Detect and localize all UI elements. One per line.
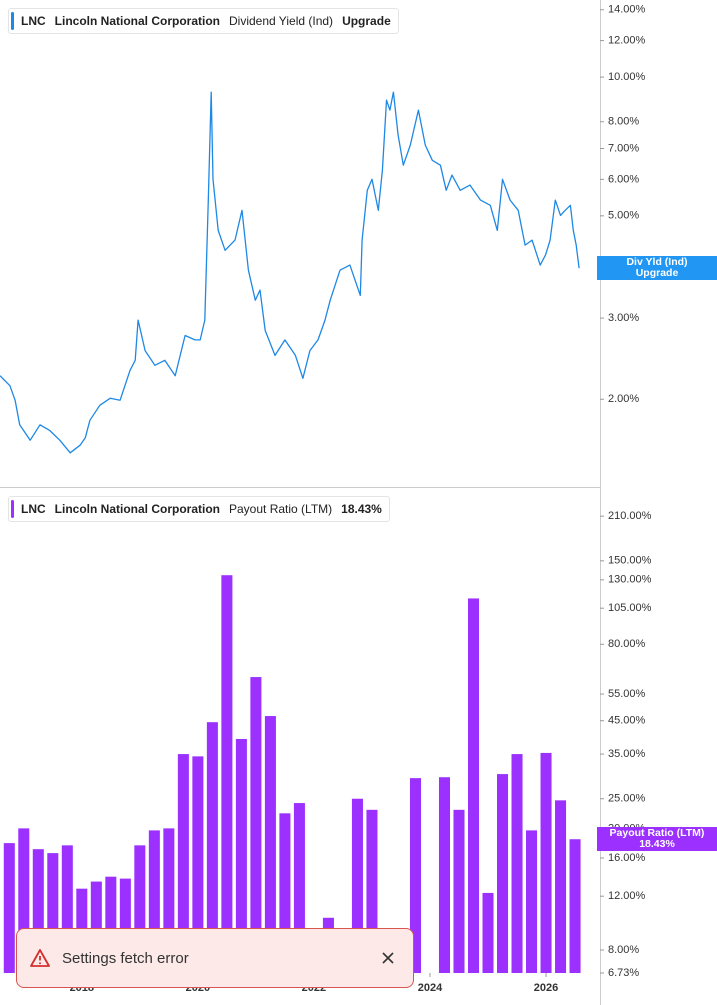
- y-tick-label: 45.00%: [608, 715, 646, 727]
- axis-tag-badge: 18.43%: [639, 838, 675, 851]
- bar: [235, 739, 247, 973]
- bar: [555, 800, 567, 973]
- x-tick-label: 2026: [534, 982, 558, 994]
- bar: [351, 798, 363, 973]
- bar: [163, 828, 175, 973]
- y-tick-label: 210.00%: [608, 510, 652, 522]
- bar: [250, 677, 262, 973]
- axis-tag-name: Payout Ratio (LTM): [609, 827, 705, 840]
- y-tick-label: 5.00%: [608, 210, 639, 222]
- ticker: LNC: [21, 502, 46, 516]
- legend: LNC Lincoln National Corporation Dividen…: [8, 8, 399, 34]
- bar: [366, 809, 378, 973]
- toast: Settings fetch error: [16, 928, 414, 988]
- y-tick-label: 10.00%: [608, 71, 646, 83]
- y-tick-label: 7.00%: [608, 142, 639, 154]
- legend-swatch: [11, 500, 14, 518]
- y-tick-label: 55.00%: [608, 688, 646, 700]
- bar: [279, 813, 291, 973]
- axis-tag-name: Div Yld (Ind): [626, 256, 688, 269]
- bar: [177, 754, 189, 973]
- bar: [119, 878, 131, 973]
- bar: [47, 853, 59, 973]
- badge: 18.43%: [341, 502, 382, 516]
- bar: [148, 830, 160, 973]
- bar: [293, 803, 305, 973]
- y-tick-label: 12.00%: [608, 35, 646, 47]
- bar: [438, 777, 450, 973]
- company: Lincoln National Corporation: [54, 14, 220, 28]
- y-tick-label: 14.00%: [608, 4, 646, 16]
- legend: LNC Lincoln National Corporation Payout …: [8, 496, 390, 522]
- toast-message: Settings fetch error: [62, 949, 189, 967]
- y-tick-label: 6.00%: [608, 173, 639, 185]
- y-tick-label: 35.00%: [608, 748, 646, 760]
- bar: [467, 598, 480, 973]
- series-name: Payout Ratio (LTM): [229, 502, 333, 516]
- axis-tag: Div Yld (Ind) Upgrade: [597, 256, 717, 281]
- y-tick-label: 12.00%: [608, 890, 646, 902]
- y-tick-label: 130.00%: [608, 574, 652, 586]
- y-tick-label: 8.00%: [608, 944, 639, 956]
- bar: [105, 876, 117, 973]
- bar: [569, 839, 581, 973]
- bar: [540, 752, 552, 973]
- line-series: [0, 91, 580, 454]
- warning-icon: [30, 949, 50, 967]
- bar: [134, 845, 146, 973]
- y-tick-label: 2.00%: [608, 393, 639, 405]
- close-button[interactable]: [381, 951, 395, 965]
- bar: [526, 830, 538, 973]
- ticker: LNC: [21, 14, 46, 28]
- bar: [206, 722, 218, 973]
- bar: [511, 754, 523, 973]
- bar: [18, 828, 30, 973]
- y-tick-label: 80.00%: [608, 638, 646, 650]
- badge[interactable]: Upgrade: [342, 14, 391, 28]
- x-tick-label: 2024: [418, 982, 443, 994]
- y-tick-label: 150.00%: [608, 555, 652, 567]
- series-name: Dividend Yield (Ind): [229, 14, 334, 28]
- bar: [90, 881, 102, 973]
- bar: [482, 892, 494, 973]
- bar: [192, 756, 204, 973]
- y-tick-label: 6.73%: [608, 967, 639, 979]
- bar: [221, 575, 233, 973]
- y-tick-label: 16.00%: [608, 852, 646, 864]
- y-tick-label: 3.00%: [608, 312, 639, 324]
- bar: [409, 778, 421, 973]
- axis-tag: Payout Ratio (LTM) 18.43%: [597, 827, 717, 852]
- y-tick-label: 105.00%: [608, 602, 652, 614]
- bar: [3, 843, 15, 973]
- axis-tag-badge: Upgrade: [635, 267, 679, 280]
- y-tick-label: 25.00%: [608, 793, 646, 805]
- legend-swatch: [11, 12, 14, 30]
- bar: [497, 774, 509, 973]
- bar: [453, 809, 465, 973]
- y-tick-label: 8.00%: [608, 116, 639, 128]
- company: Lincoln National Corporation: [54, 502, 220, 516]
- bar: [264, 716, 276, 973]
- bar: [32, 849, 44, 973]
- bar: [61, 845, 73, 973]
